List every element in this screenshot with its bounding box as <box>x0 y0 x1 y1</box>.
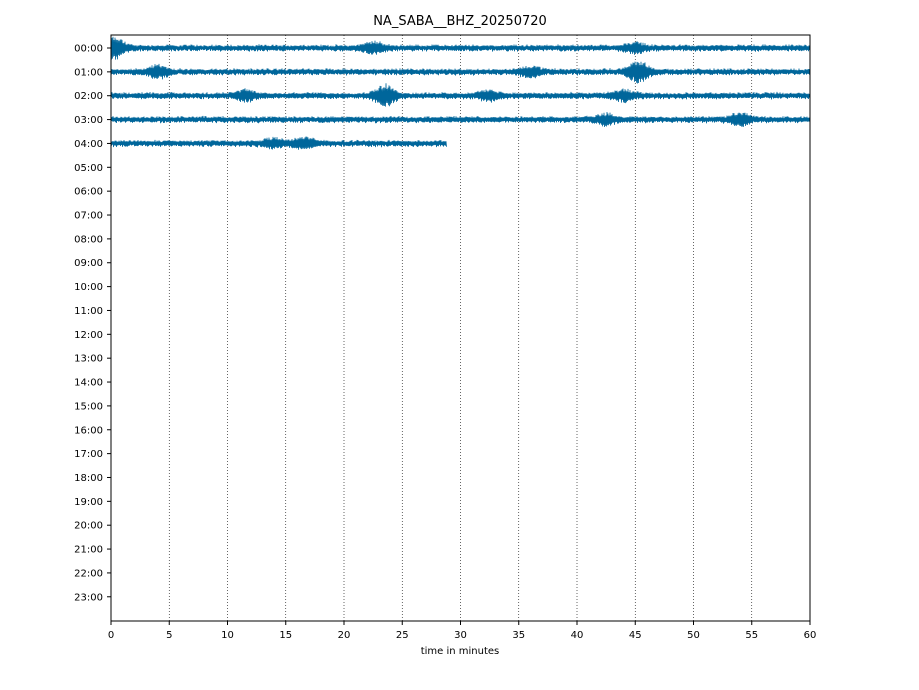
y-tick-label: 20:00 <box>74 521 103 532</box>
y-tick-label: 10:00 <box>74 282 103 293</box>
x-axis-label: time in minutes <box>421 646 500 657</box>
y-tick-label: 00:00 <box>74 44 103 55</box>
y-tick-label: 07:00 <box>74 211 103 222</box>
x-tick-label: 45 <box>629 630 642 641</box>
y-tick-label: 04:00 <box>74 139 103 150</box>
x-tick-label: 25 <box>396 630 409 641</box>
chart-title: NA_SABA__BHZ_20250720 <box>373 14 547 29</box>
trace-0300 <box>110 112 811 127</box>
x-tick-label: 5 <box>166 630 172 641</box>
y-tick-label: 17:00 <box>74 449 103 460</box>
trace-0100 <box>110 61 811 84</box>
y-tick-label: 02:00 <box>74 91 103 102</box>
trace-layer <box>110 36 811 150</box>
x-axis-ticks: 0 5 10 15 20 25 30 35 40 45 50 55 60 <box>108 621 817 641</box>
x-tick-label: 60 <box>804 630 817 641</box>
y-tick-label: 22:00 <box>74 568 103 579</box>
y-tick-label: 21:00 <box>74 545 103 556</box>
x-tick-label: 40 <box>571 630 584 641</box>
trace-0400 <box>110 136 447 150</box>
x-tick-label: 30 <box>454 630 467 641</box>
y-tick-label: 12:00 <box>74 330 103 341</box>
x-tick-label: 0 <box>108 630 114 641</box>
y-tick-label: 15:00 <box>74 401 103 412</box>
trace-0200 <box>110 83 811 107</box>
y-tick-label: 14:00 <box>74 378 103 389</box>
y-tick-label: 09:00 <box>74 258 103 269</box>
y-tick-label: 01:00 <box>74 67 103 78</box>
y-axis-ticks: 00:00 01:00 02:00 03:00 04:00 05:00 06:00 07:00… <box>74 44 111 603</box>
y-tick-label: 19:00 <box>74 497 103 508</box>
x-tick-label: 20 <box>338 630 351 641</box>
x-tick-label: 55 <box>745 630 758 641</box>
x-tick-label: 15 <box>279 630 292 641</box>
y-tick-label: 08:00 <box>74 234 103 245</box>
x-tick-label: 35 <box>512 630 525 641</box>
y-tick-label: 11:00 <box>74 306 103 317</box>
y-tick-label: 13:00 <box>74 354 103 365</box>
y-tick-label: 18:00 <box>74 473 103 484</box>
y-tick-label: 05:00 <box>74 163 103 174</box>
y-tick-label: 06:00 <box>74 187 103 198</box>
y-tick-label: 16:00 <box>74 425 103 436</box>
y-tick-label: 03:00 <box>74 115 103 126</box>
trace-0000 <box>110 36 811 60</box>
x-tick-label: 50 <box>687 630 700 641</box>
y-tick-label: 23:00 <box>74 592 103 603</box>
x-tick-label: 10 <box>221 630 234 641</box>
